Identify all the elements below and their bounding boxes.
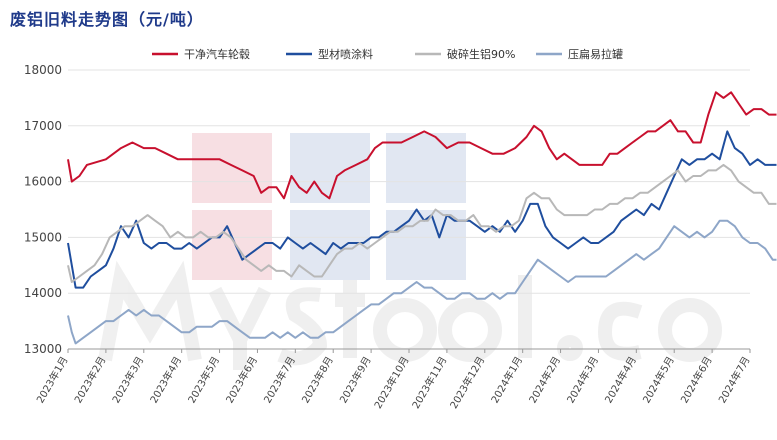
x-tick-label: 2023年5月 <box>185 354 222 405</box>
y-tick-label: 15000 <box>24 230 62 244</box>
x-tick-label: 2023年1月 <box>33 354 70 405</box>
series-line-2 <box>67 130 777 289</box>
series-lines <box>67 91 777 345</box>
x-tick-label: 2024年5月 <box>640 354 677 405</box>
legend-label-1: 干净汽车轮毂 <box>184 47 250 61</box>
y-tick-label: 13000 <box>24 342 62 356</box>
x-tick-label: 2023年4月 <box>147 354 184 405</box>
x-tick-label: 2024年2月 <box>526 354 563 405</box>
x-tick-label: 2023年11月 <box>409 354 449 411</box>
y-tick-label: 16000 <box>24 175 62 189</box>
y-tick-label: 18000 <box>24 63 62 77</box>
legend-label-4: 压扁易拉罐 <box>568 47 623 61</box>
y-tick-label: 17000 <box>24 119 62 133</box>
x-tick-label: 2023年10月 <box>371 354 411 411</box>
series-line-1 <box>67 91 777 200</box>
legend-label-3: 破碎生铝90% <box>447 47 515 61</box>
x-tick-label: 2023年12月 <box>447 354 487 411</box>
x-tick-label: 2023年9月 <box>337 354 374 405</box>
x-tick-label: 2024年6月 <box>678 354 715 405</box>
legend-label-2: 型材喷涂料 <box>318 47 373 61</box>
x-tick-label: 2024年1月 <box>488 354 525 405</box>
x-tick-label: 2023年3月 <box>109 354 146 405</box>
x-tick-label: 2024年4月 <box>602 354 639 405</box>
series-line-3 <box>67 163 777 283</box>
x-tick-label: 2024年7月 <box>715 354 752 405</box>
x-tick-label: 2023年2月 <box>71 354 108 405</box>
x-tick-label: 2024年3月 <box>564 354 601 405</box>
y-tick-labels: 13000 14000 15000 16000 17000 18000 <box>24 63 62 356</box>
chart-title: 废铝旧料走势图（元/吨） <box>10 10 204 29</box>
series-line-4 <box>67 219 777 345</box>
watermark-logo <box>98 133 722 370</box>
y-tick-label: 14000 <box>24 286 62 300</box>
legend: 干净汽车轮毂 型材喷涂料 破碎生铝90% 压扁易拉罐 <box>152 47 623 61</box>
